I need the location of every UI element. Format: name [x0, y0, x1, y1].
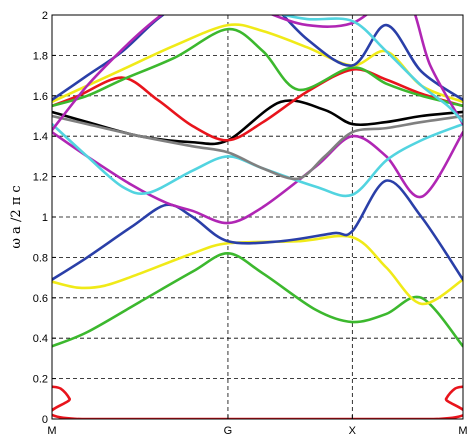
y-tick-label: 2: [42, 10, 48, 22]
band-line-6: [52, 122, 463, 198]
x-tick-label: M: [47, 425, 56, 437]
x-tick-label: G: [224, 425, 233, 437]
y-tick-label: 0.4: [33, 333, 48, 345]
band-line-13: [52, 15, 463, 132]
x-tick-label: X: [349, 425, 357, 437]
y-tick-label: 1.4: [33, 131, 48, 143]
band-line-11: [52, 23, 463, 104]
band-line-9: [52, 67, 463, 142]
band-line-3: [52, 234, 463, 306]
y-tick-label: 0.6: [33, 293, 48, 305]
band-line-8: [52, 114, 463, 181]
y-tick-label: 0.2: [33, 374, 48, 386]
series-layer: [52, 15, 463, 419]
y-tick-label: 1: [42, 212, 48, 224]
band-line-4: [52, 179, 463, 281]
y-tick-label: 0: [42, 414, 48, 426]
y-ticks: 0 0.2 0.4 0.6 0.8 1 1.2 1.4 1.6 1.8 2: [33, 10, 56, 426]
y-tick-label: 1.2: [33, 172, 48, 184]
band-line-14: [279, 15, 463, 124]
band-line-2: [52, 252, 463, 348]
band-line-10: [52, 27, 463, 108]
band-line-5: [52, 130, 463, 225]
y-tick-label: 1.6: [33, 91, 48, 103]
band-line-0: [52, 385, 463, 419]
grid-lines: [52, 15, 463, 419]
x-tick-label: M: [458, 425, 467, 437]
y-tick-label: 1.8: [33, 50, 48, 62]
y-axis-label: ω a /2 π c: [9, 185, 24, 248]
y-tick-label: 0.8: [33, 252, 48, 264]
band-line-7: [52, 99, 463, 146]
